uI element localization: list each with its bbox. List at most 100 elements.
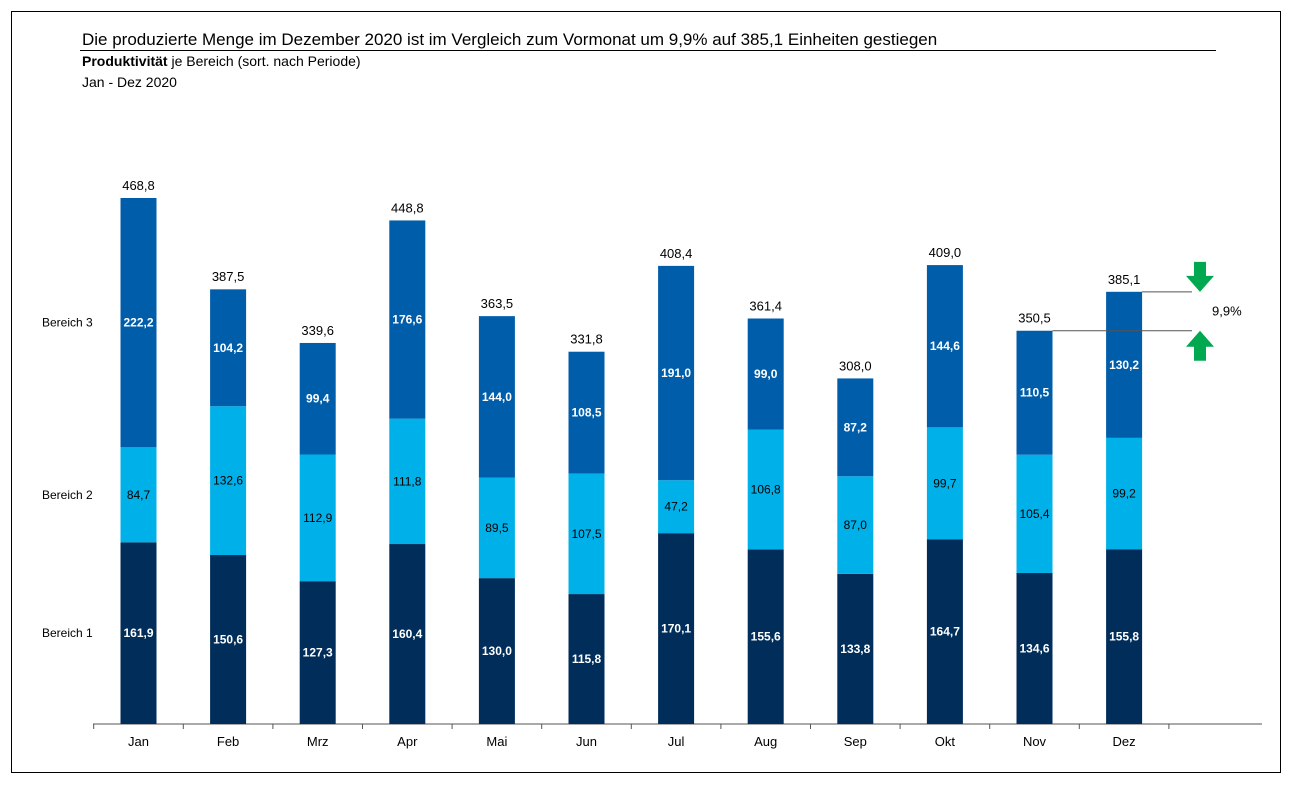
bar-segment-bereich-1-nov xyxy=(1016,572,1053,724)
bar-segment-bereich-2-mrz xyxy=(299,454,336,582)
bar-segment-bereich-3-jun xyxy=(568,351,605,474)
bar-segment-bereich-2-apr xyxy=(389,418,426,545)
bar-segment-bereich-2-jun xyxy=(568,473,605,595)
series-label: Bereich 2 xyxy=(42,488,93,502)
total-label: 468,8 xyxy=(122,178,155,193)
total-label: 361,4 xyxy=(749,299,782,314)
bar-segment-bereich-3-apr xyxy=(389,220,426,419)
x-tick-label: Mrz xyxy=(307,734,329,749)
data-label: 111,8 xyxy=(393,474,422,488)
data-label: 132,6 xyxy=(213,474,243,488)
total-label: 409,0 xyxy=(929,245,962,260)
x-tick-label: Aug xyxy=(754,734,777,749)
data-label: 150,6 xyxy=(213,633,243,647)
bar-segment-bereich-1-aug xyxy=(747,549,784,724)
x-tick-label: Okt xyxy=(935,734,956,749)
chart-frame xyxy=(11,11,1281,773)
data-label: 130,2 xyxy=(1109,358,1139,372)
bar-segment-bereich-1-dez xyxy=(1106,549,1143,724)
data-label: 133,8 xyxy=(840,642,870,656)
data-label: 160,4 xyxy=(392,627,422,641)
total-label: 339,6 xyxy=(301,323,334,338)
data-label: 84,7 xyxy=(127,488,151,502)
data-label: 108,5 xyxy=(571,406,601,420)
bar-segment-bereich-2-feb xyxy=(210,406,247,556)
data-label: 99,4 xyxy=(306,392,330,406)
series-label: Bereich 3 xyxy=(42,316,93,330)
x-tick-label: Sep xyxy=(844,734,867,749)
x-tick-label: Jul xyxy=(668,734,685,749)
data-label: 104,2 xyxy=(213,341,243,355)
bar-segment-bereich-1-jan xyxy=(120,542,157,724)
data-label: 105,4 xyxy=(1019,507,1049,521)
chart-subtitle: Produktivität je Bereich (sort. nach Per… xyxy=(82,53,361,69)
data-label: 99,2 xyxy=(1112,487,1136,501)
data-label: 112,9 xyxy=(303,511,332,525)
data-label: 170,1 xyxy=(661,622,691,636)
title-divider xyxy=(80,50,1216,51)
data-label: 155,6 xyxy=(751,630,781,644)
data-label: 161,9 xyxy=(123,626,153,640)
bar-segment-bereich-3-mai xyxy=(478,316,515,478)
bar-segment-bereich-3-dez xyxy=(1106,291,1143,438)
bar-segment-bereich-3-feb xyxy=(210,289,247,407)
bar-segment-bereich-2-jul xyxy=(658,480,695,534)
data-label: 110,5 xyxy=(1020,386,1050,400)
data-label: 191,0 xyxy=(661,366,691,380)
arrow-up-icon xyxy=(1186,330,1214,361)
bar-segment-bereich-1-mai xyxy=(478,578,515,724)
bar-segment-bereich-3-jan xyxy=(120,198,157,448)
total-label: 408,4 xyxy=(660,246,693,261)
data-label: 87,2 xyxy=(844,420,868,434)
bar-segment-bereich-1-mrz xyxy=(299,581,336,724)
total-label: 363,5 xyxy=(481,296,514,311)
bar-segment-bereich-3-okt xyxy=(926,265,963,428)
data-label: 222,2 xyxy=(123,316,153,330)
total-label: 308,0 xyxy=(839,358,872,373)
bar-segment-bereich-2-sep xyxy=(837,476,874,574)
bar-segment-bereich-2-nov xyxy=(1016,454,1053,573)
data-label: 87,0 xyxy=(844,518,868,532)
x-tick-label: Mai xyxy=(486,734,507,749)
data-label: 155,8 xyxy=(1109,630,1139,644)
bar-segment-bereich-1-okt xyxy=(926,539,963,724)
total-label: 350,5 xyxy=(1018,311,1051,326)
x-tick-label: Apr xyxy=(397,734,418,749)
data-label: 144,0 xyxy=(482,390,512,404)
x-tick-label: Jun xyxy=(576,734,597,749)
data-label: 130,0 xyxy=(482,644,512,658)
bar-segment-bereich-1-jul xyxy=(658,533,695,724)
bar-segment-bereich-3-sep xyxy=(837,378,874,477)
data-label: 176,6 xyxy=(392,313,422,327)
total-label: 385,1 xyxy=(1108,272,1141,287)
subtitle-rest: je Bereich (sort. nach Periode) xyxy=(167,53,361,69)
bar-segment-bereich-2-jan xyxy=(120,447,157,543)
data-label: 115,8 xyxy=(572,652,602,666)
x-tick-label: Feb xyxy=(217,734,239,749)
bar-segment-bereich-1-jun xyxy=(568,594,605,724)
x-tick-label: Nov xyxy=(1023,734,1047,749)
bar-segment-bereich-3-jul xyxy=(658,265,695,481)
data-label: 89,5 xyxy=(485,521,509,535)
data-label: 144,6 xyxy=(930,339,960,353)
bar-segment-bereich-1-apr xyxy=(389,544,426,724)
x-tick-label: Jan xyxy=(128,734,149,749)
bar-segment-bereich-1-feb xyxy=(210,555,247,724)
bar-segment-bereich-2-okt xyxy=(926,427,963,540)
data-label: 99,7 xyxy=(933,476,957,490)
total-label: 448,8 xyxy=(391,200,424,215)
bar-segment-bereich-3-mrz xyxy=(299,342,336,455)
annotation-label: 9,9% xyxy=(1212,303,1242,318)
total-label: 331,8 xyxy=(570,332,603,347)
x-tick-label: Dez xyxy=(1113,734,1136,749)
data-label: 47,2 xyxy=(664,500,688,514)
data-label: 164,7 xyxy=(930,625,960,639)
chart-title: Die produzierte Menge im Dezember 2020 i… xyxy=(82,30,938,49)
bar-segment-bereich-2-aug xyxy=(747,429,784,550)
data-label: 107,5 xyxy=(571,527,601,541)
bar-segment-bereich-1-sep xyxy=(837,573,874,724)
arrow-down-icon xyxy=(1186,261,1214,292)
bar-segment-bereich-3-aug xyxy=(747,318,784,430)
data-label: 99,0 xyxy=(754,367,778,381)
